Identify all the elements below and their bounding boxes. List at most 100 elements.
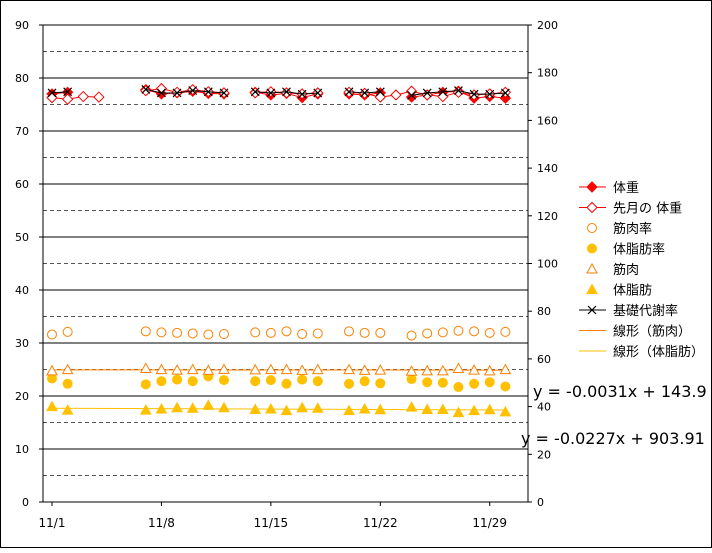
- data-point: [250, 88, 260, 98]
- legend-marker: [587, 182, 597, 192]
- legend-label: 体脂肪率: [613, 242, 665, 258]
- right-tick-label: 20: [537, 448, 551, 461]
- data-point: [501, 327, 510, 336]
- data-point: [298, 329, 307, 338]
- right-tick-label: 120: [537, 210, 558, 223]
- data-point: [188, 365, 198, 374]
- series-line-segment: [52, 97, 99, 100]
- left-tick-label: 90: [15, 19, 29, 32]
- data-point: [188, 377, 197, 386]
- x-tick-label: 11/8: [148, 516, 175, 530]
- data-point: [157, 377, 166, 386]
- data-point: [251, 328, 260, 337]
- data-point: [345, 379, 354, 388]
- data-point: [453, 408, 463, 417]
- data-point: [48, 374, 57, 383]
- legend-marker: [587, 285, 597, 294]
- left-tick-label: 80: [15, 72, 29, 85]
- legend-item: 筋肉: [587, 262, 639, 278]
- data-point: [485, 378, 494, 387]
- data-point: [47, 402, 57, 411]
- data-point: [313, 365, 323, 374]
- data-point: [141, 380, 150, 389]
- data-point: [313, 377, 322, 386]
- data-point: [485, 328, 494, 337]
- trend-equations: y = -0.0031x + 143.9y = -0.0227x + 903.9…: [521, 382, 707, 448]
- data-point: [219, 376, 228, 385]
- data-point: [266, 404, 276, 413]
- data-point: [94, 92, 104, 102]
- data-point: [423, 329, 432, 338]
- data-point: [453, 87, 463, 97]
- data-point: [141, 86, 151, 96]
- x-tick-label: 11/29: [472, 516, 507, 530]
- data-point: [344, 406, 354, 415]
- data-point: [219, 403, 229, 412]
- legend-marker: [587, 203, 597, 213]
- data-point: [141, 405, 151, 414]
- data-point: [282, 406, 292, 415]
- right-tick-label: 140: [537, 162, 558, 175]
- data-point: [376, 379, 385, 388]
- data-point: [172, 403, 182, 412]
- legend-label: 筋肉: [613, 262, 639, 278]
- data-point: [360, 377, 369, 386]
- data-point: [141, 363, 151, 372]
- data-point: [313, 329, 322, 338]
- data-point: [391, 90, 401, 100]
- x-tick-label: 11/15: [254, 516, 289, 530]
- data-point: [63, 405, 73, 414]
- left-tick-label: 70: [15, 125, 29, 138]
- series-group: [47, 84, 510, 417]
- legend-label: 基礎代謝率: [613, 303, 678, 319]
- legend-item: 体脂肪率: [588, 242, 666, 258]
- legend-label: 筋肉率: [613, 221, 652, 237]
- data-point: [173, 328, 182, 337]
- data-point: [250, 365, 260, 374]
- data-point: [157, 328, 166, 337]
- data-point: [188, 403, 198, 412]
- legend-item: 線形（体脂肪）: [579, 344, 704, 360]
- data-point: [298, 375, 307, 384]
- data-point: [376, 328, 385, 337]
- data-point: [360, 404, 370, 413]
- data-point: [407, 366, 417, 375]
- data-point: [454, 326, 463, 335]
- left-tick-label: 50: [15, 231, 29, 244]
- data-point: [141, 327, 150, 336]
- left-tick-label: 0: [22, 496, 29, 509]
- right-tick-label: 100: [537, 258, 558, 271]
- left-tick-label: 40: [15, 284, 29, 297]
- data-point: [282, 327, 291, 336]
- left-tick-label: 20: [15, 390, 29, 403]
- data-point: [423, 378, 432, 387]
- data-point: [407, 375, 416, 384]
- series-3: [48, 326, 510, 340]
- data-point: [266, 376, 275, 385]
- data-point: [282, 88, 292, 98]
- legend-item: 体脂肪: [587, 283, 652, 299]
- data-point: [251, 377, 260, 386]
- trend-equation-1: y = -0.0031x + 143.9: [533, 382, 707, 401]
- data-point: [360, 328, 369, 337]
- right-tick-label: 0: [537, 496, 544, 509]
- legend-item: 基礎代謝率: [579, 303, 678, 319]
- data-point: [282, 379, 291, 388]
- trendlines: [52, 370, 505, 410]
- data-point: [438, 378, 447, 387]
- legend-item: 体重: [579, 180, 639, 196]
- data-point: [48, 330, 57, 339]
- right-tick-label: 40: [537, 401, 551, 414]
- data-point: [63, 327, 72, 336]
- data-point: [470, 327, 479, 336]
- data-point: [470, 379, 479, 388]
- data-point: [500, 407, 510, 416]
- legend-label: 先月の 体重: [613, 201, 682, 217]
- right-tick-label: 160: [537, 114, 558, 127]
- data-point: [313, 403, 323, 412]
